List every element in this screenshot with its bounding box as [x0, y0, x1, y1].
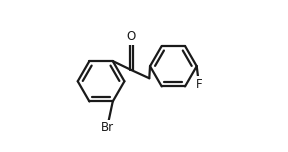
Text: F: F — [196, 78, 202, 91]
Text: Br: Br — [101, 121, 114, 135]
Text: O: O — [126, 30, 136, 43]
